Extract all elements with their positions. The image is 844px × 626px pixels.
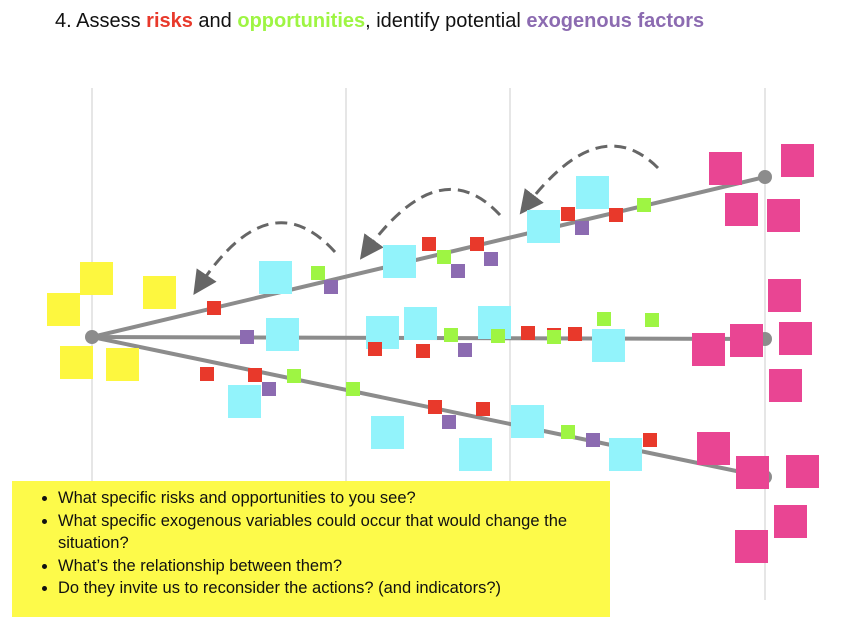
title-opportunities: opportunities — [237, 10, 366, 32]
title-risks: risks — [146, 10, 193, 32]
exogenous-marker — [451, 264, 465, 278]
risk-marker — [561, 207, 575, 221]
risk-marker — [422, 237, 436, 251]
question-item: Do they invite us to reconsider the acti… — [58, 577, 600, 600]
outcome-sticky-note — [725, 193, 758, 226]
outcome-sticky-note — [692, 333, 725, 366]
path-line — [91, 175, 766, 339]
action-sticky-note — [383, 245, 416, 278]
outcome-sticky-note — [774, 505, 807, 538]
action-sticky-note — [404, 307, 437, 340]
risk-marker — [568, 327, 582, 341]
outcome-sticky-note — [736, 456, 769, 489]
action-sticky-note — [527, 210, 560, 243]
opportunity-marker — [437, 250, 451, 264]
exogenous-marker — [458, 343, 472, 357]
outcome-sticky-note — [786, 455, 819, 488]
outcome-sticky-note — [697, 432, 730, 465]
risk-marker — [200, 367, 214, 381]
risk-marker — [207, 301, 221, 315]
risk-marker — [416, 344, 430, 358]
title-exogenous: exogenous factors — [526, 10, 705, 32]
dashed-curved-arrow-icon — [193, 221, 337, 295]
outcome-sticky-note — [781, 144, 814, 177]
risk-marker — [476, 402, 490, 416]
action-sticky-note — [371, 416, 404, 449]
opportunity-marker — [287, 369, 301, 383]
action-sticky-note — [228, 385, 261, 418]
exogenous-marker — [442, 415, 456, 429]
outcome-sticky-note — [735, 530, 768, 563]
start-sticky-note — [106, 348, 139, 381]
action-sticky-note — [459, 438, 492, 471]
action-sticky-note — [592, 329, 625, 362]
start-sticky-note — [80, 262, 113, 295]
action-sticky-note — [259, 261, 292, 294]
outcome-sticky-note — [779, 322, 812, 355]
risk-marker — [248, 368, 262, 382]
exogenous-marker — [575, 221, 589, 235]
dashed-curved-arrow-icon — [519, 144, 660, 215]
outcome-sticky-note — [709, 152, 742, 185]
questions-box: What specific risks and opportunities to… — [12, 481, 610, 617]
origin-node — [85, 330, 99, 344]
opportunity-marker — [645, 313, 659, 327]
exogenous-marker — [586, 433, 600, 447]
action-sticky-note — [576, 176, 609, 209]
title-middle: , identify potential — [365, 10, 527, 32]
outcome-sticky-note — [768, 279, 801, 312]
outcome-sticky-note — [730, 324, 763, 357]
risk-marker — [470, 237, 484, 251]
action-sticky-note — [511, 405, 544, 438]
start-sticky-note — [143, 276, 176, 309]
question-item: What’s the relationship between them? — [58, 555, 600, 578]
question-item: What specific risks and opportunities to… — [58, 487, 600, 510]
risk-marker — [428, 400, 442, 414]
exogenous-marker — [484, 252, 498, 266]
title-and: and — [192, 10, 238, 32]
opportunity-marker — [561, 425, 575, 439]
start-sticky-note — [60, 346, 93, 379]
exogenous-marker — [262, 382, 276, 396]
opportunity-marker — [491, 329, 505, 343]
title-prefix: 4. Assess — [55, 10, 147, 32]
start-sticky-note — [47, 293, 80, 326]
outcome-sticky-note — [769, 369, 802, 402]
risk-marker — [643, 433, 657, 447]
exogenous-marker — [324, 280, 338, 294]
risk-marker — [368, 342, 382, 356]
risk-marker — [609, 208, 623, 222]
opportunity-marker — [597, 312, 611, 326]
end-node — [758, 170, 772, 184]
action-sticky-note — [266, 318, 299, 351]
opportunity-marker — [637, 198, 651, 212]
opportunity-marker — [547, 330, 561, 344]
risk-marker — [521, 326, 535, 340]
slide-title: 4. Assess risks and opportunities, ident… — [55, 10, 704, 33]
question-item: What specific exogenous variables could … — [58, 510, 600, 555]
outcome-sticky-note — [767, 199, 800, 232]
dashed-curved-arrow-icon — [359, 188, 502, 260]
opportunity-marker — [346, 382, 360, 396]
action-sticky-note — [609, 438, 642, 471]
opportunity-marker — [311, 266, 325, 280]
opportunity-marker — [444, 328, 458, 342]
exogenous-marker — [240, 330, 254, 344]
